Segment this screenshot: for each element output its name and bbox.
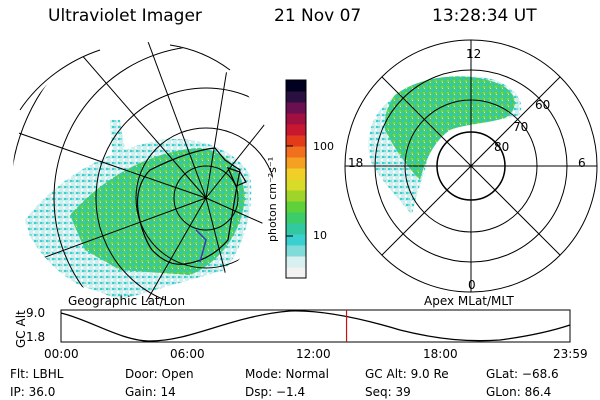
geographic-map-label: Geographic Lat/Lon xyxy=(68,294,186,308)
status-ip: IP: 36.0 xyxy=(10,385,56,399)
altitude-tick-9: 9.0 xyxy=(26,306,46,320)
mlat-label-80: 80 xyxy=(494,140,510,154)
colorbar-segment xyxy=(286,190,306,202)
colorbar-segment xyxy=(286,146,306,158)
geographic-aurora-image xyxy=(25,120,252,300)
instrument-title: Ultraviolet Imager xyxy=(48,6,202,26)
colorbar-tick-100: 100 xyxy=(313,140,334,153)
colorbar-frame xyxy=(285,79,307,279)
time-tick-0600: 06:00 xyxy=(170,347,205,361)
colorbar-segment xyxy=(286,135,306,147)
colorbar-segment xyxy=(286,157,306,169)
colorbar-segment xyxy=(286,267,306,279)
colorbar-segment xyxy=(286,256,306,268)
mlat-label-60: 60 xyxy=(535,98,551,112)
status-gc-alt: GC Alt: 9.0 Re xyxy=(365,367,449,381)
status-dsp: Dsp: −1.4 xyxy=(245,385,306,399)
status-mode: Mode: Normal xyxy=(245,367,329,381)
status-gain: Gain: 14 xyxy=(125,385,176,399)
colorbar-segment xyxy=(286,201,306,213)
mlt-label-0: 0 xyxy=(468,278,476,292)
time-tick-0000: 00:00 xyxy=(44,347,79,361)
status-flt: Flt: LBHL xyxy=(10,367,64,381)
altitude-plot-frame xyxy=(60,309,571,343)
status-seq: Seq: 39 xyxy=(365,385,411,399)
coastline xyxy=(136,147,247,265)
mlt-label-12: 12 xyxy=(466,47,482,61)
geographic-outer-arcs xyxy=(19,44,231,111)
mlt-inner-circle xyxy=(436,131,506,201)
status-door: Door: Open xyxy=(125,367,194,381)
colorbar-segment xyxy=(286,168,306,180)
colorbar-segment xyxy=(286,80,306,92)
colorbar-segment xyxy=(286,91,306,103)
colorbar-tick-10: 10 xyxy=(313,229,327,242)
colorbar-segment xyxy=(286,245,306,257)
colorbar-segment xyxy=(286,223,306,235)
colorbar-segment xyxy=(286,102,306,114)
mlt-label-6: 6 xyxy=(578,156,586,170)
mlt-map-label: Apex MLat/MLT xyxy=(424,294,514,308)
mlt-label-18: 18 xyxy=(348,156,364,170)
colorbar-segment xyxy=(286,212,306,224)
time-tick-2359: 23:59 xyxy=(553,347,588,361)
time-label: 13:28:34 UT xyxy=(432,6,537,26)
status-glon: GLon: 86.4 xyxy=(486,385,552,399)
altitude-curve xyxy=(60,310,571,342)
colorbar-segment xyxy=(286,113,306,125)
colorbar-segment xyxy=(286,179,306,191)
altitude-tick-1: 1.8 xyxy=(26,330,46,344)
status-glat: GLat: −68.6 xyxy=(486,367,559,381)
colorbar-segment xyxy=(286,234,306,246)
colorbar-segment xyxy=(286,124,306,136)
mlt-gridlines xyxy=(344,39,598,293)
colorbar xyxy=(286,80,306,279)
time-tick-1200: 12:00 xyxy=(296,347,331,361)
mlat-label-70: 70 xyxy=(513,120,529,134)
colorbar-unit-label: photon cm⁻²s⁻¹ xyxy=(266,156,279,242)
date-label: 21 Nov 07 xyxy=(274,6,362,26)
time-tick-1800: 18:00 xyxy=(423,347,458,361)
